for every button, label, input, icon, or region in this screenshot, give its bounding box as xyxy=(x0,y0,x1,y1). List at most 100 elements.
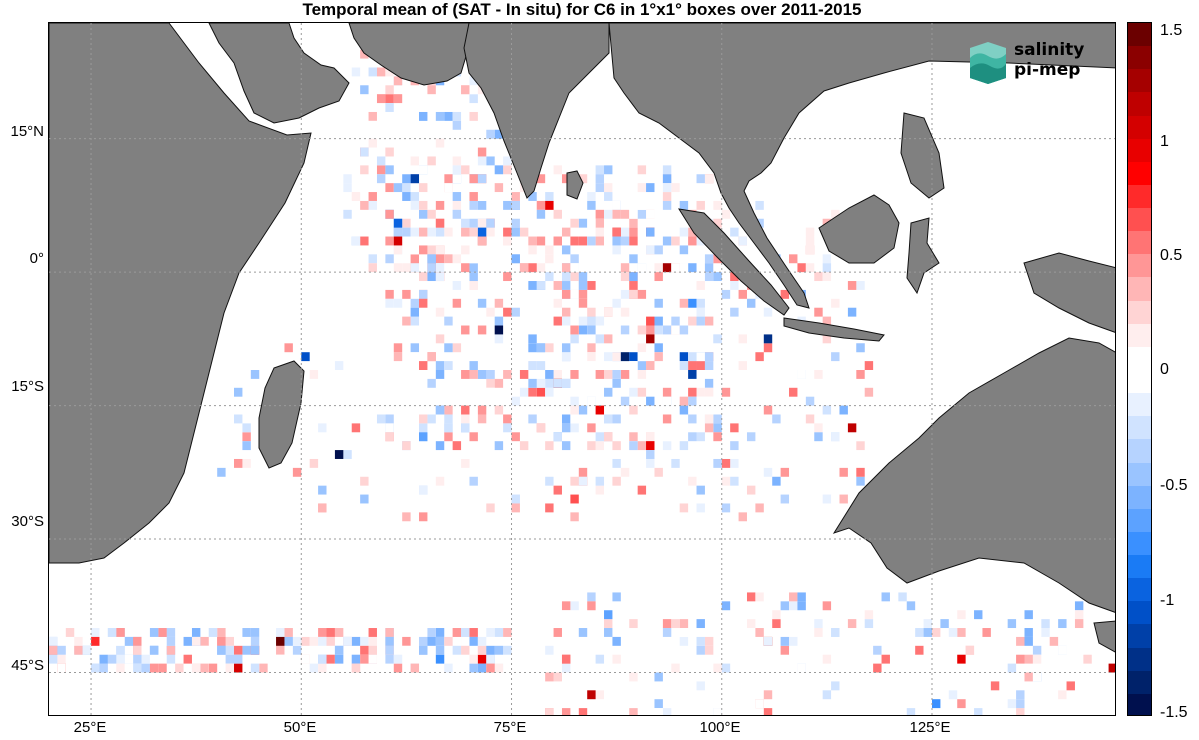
data-box xyxy=(284,628,293,637)
data-box xyxy=(419,245,428,255)
data-box xyxy=(898,681,907,691)
map-panel[interactable] xyxy=(48,22,1116,716)
data-box xyxy=(1074,619,1084,629)
data-box xyxy=(57,654,66,664)
data-box xyxy=(629,690,638,700)
data-box xyxy=(704,423,714,433)
data-box xyxy=(587,236,596,246)
data-box xyxy=(671,458,680,468)
data-box xyxy=(435,370,445,379)
colorbar-tick-minus-1: -1 xyxy=(1160,592,1175,609)
data-box xyxy=(158,628,167,637)
data-box xyxy=(873,645,882,655)
data-box xyxy=(385,628,394,637)
land-madagascar xyxy=(258,360,305,469)
data-box xyxy=(679,619,689,629)
data-box xyxy=(385,85,394,95)
data-box xyxy=(561,281,571,290)
data-box xyxy=(873,663,882,673)
data-box xyxy=(351,663,361,673)
data-box xyxy=(1024,636,1033,646)
data-box xyxy=(511,334,520,344)
data-box xyxy=(133,645,142,655)
data-box xyxy=(578,289,588,299)
data-box xyxy=(671,619,680,629)
data-box xyxy=(730,423,739,433)
data-box xyxy=(662,192,672,201)
data-box xyxy=(721,663,731,673)
data-box xyxy=(116,654,125,664)
data-box xyxy=(696,503,705,513)
data-box xyxy=(629,405,638,415)
data-box xyxy=(696,645,705,655)
data-box xyxy=(511,396,520,406)
data-box xyxy=(419,200,428,210)
data-box xyxy=(679,352,689,362)
data-box xyxy=(477,200,487,210)
data-box xyxy=(654,343,663,353)
data-box xyxy=(536,200,546,210)
data-box xyxy=(385,414,394,424)
data-box xyxy=(326,654,335,664)
data-box xyxy=(646,209,655,219)
data-box xyxy=(158,663,167,673)
data-box xyxy=(402,183,411,193)
data-box xyxy=(486,218,495,228)
data-box xyxy=(856,432,865,442)
data-box xyxy=(461,218,470,228)
data-box xyxy=(637,441,647,451)
data-box xyxy=(74,645,83,655)
colorbar-segment xyxy=(1128,277,1151,302)
data-box xyxy=(435,414,445,424)
data-box xyxy=(814,699,823,709)
data-box xyxy=(612,458,621,468)
data-box xyxy=(74,636,83,646)
data-box xyxy=(469,272,478,282)
data-box xyxy=(343,174,352,184)
data-box xyxy=(419,111,428,121)
data-box xyxy=(587,200,596,210)
data-box xyxy=(376,94,386,104)
data-box xyxy=(452,254,462,264)
data-box xyxy=(746,619,756,629)
data-box xyxy=(629,441,638,451)
data-box xyxy=(368,111,377,121)
data-box xyxy=(637,387,647,397)
data-box xyxy=(284,636,293,646)
data-box xyxy=(435,307,445,317)
data-box xyxy=(553,209,562,219)
data-box xyxy=(940,708,949,715)
data-box xyxy=(629,254,638,264)
data-box xyxy=(654,263,663,273)
data-box xyxy=(553,281,562,290)
data-box xyxy=(477,218,487,228)
data-box xyxy=(435,441,445,451)
data-box xyxy=(435,218,445,228)
data-box xyxy=(461,325,470,335)
data-box xyxy=(604,610,613,620)
data-box xyxy=(847,281,857,290)
data-box xyxy=(124,654,134,664)
data-box xyxy=(679,441,689,451)
data-box xyxy=(1032,654,1042,664)
data-box xyxy=(99,654,108,664)
data-box xyxy=(671,334,680,344)
data-box xyxy=(191,636,201,646)
data-box xyxy=(385,503,394,513)
data-box xyxy=(612,352,621,362)
data-box xyxy=(494,183,504,193)
data-box xyxy=(553,432,562,442)
colorbar-segment xyxy=(1128,23,1151,47)
logo-text-pimep: pi-mep xyxy=(1014,60,1081,80)
data-box xyxy=(402,316,411,326)
data-box xyxy=(839,610,848,620)
data-box xyxy=(435,138,445,148)
data-box xyxy=(839,467,848,477)
data-box xyxy=(503,628,512,637)
data-box xyxy=(931,628,941,637)
data-box xyxy=(292,467,302,477)
data-box xyxy=(578,343,588,353)
data-box xyxy=(368,200,377,210)
data-box xyxy=(511,200,520,210)
data-box xyxy=(250,628,260,637)
